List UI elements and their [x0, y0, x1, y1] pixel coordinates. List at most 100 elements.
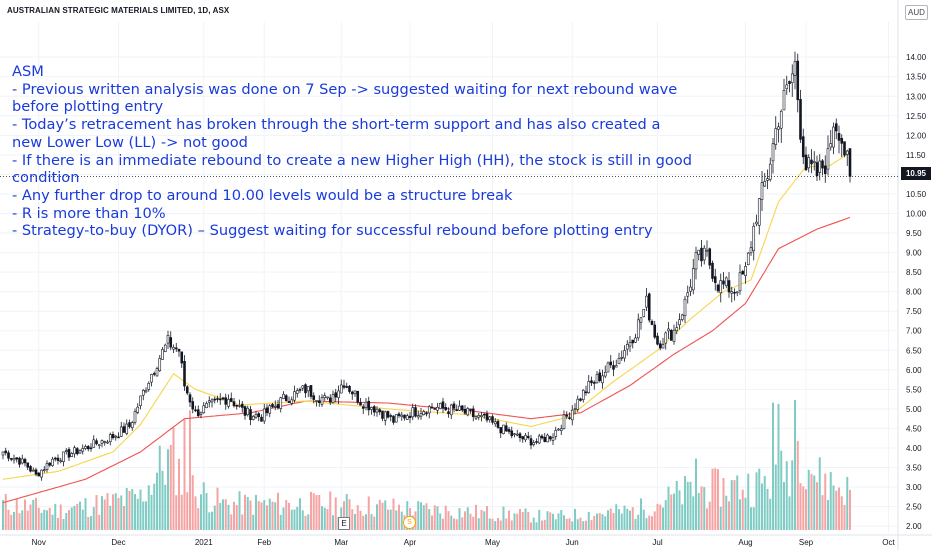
volume-bar: [651, 516, 653, 530]
candle-body: [359, 402, 362, 406]
candle-body: [460, 405, 464, 411]
candle-body: [279, 397, 283, 409]
volume-bar: [706, 508, 708, 530]
candle-body: [669, 330, 673, 341]
candle-body: [755, 221, 758, 225]
candle-body: [139, 395, 142, 406]
volume-bar: [516, 513, 519, 530]
volume-bar: [568, 518, 571, 530]
candle-body: [70, 453, 74, 457]
volume-bar: [167, 449, 169, 530]
volume-bar: [246, 496, 249, 530]
candle-body: [598, 372, 602, 382]
volume-bar: [431, 515, 433, 530]
candle-body: [601, 375, 604, 384]
candle-body: [394, 414, 398, 423]
volume-bar: [631, 507, 634, 530]
candle-body: [790, 73, 794, 83]
volume-bar: [519, 509, 521, 530]
volume-bar: [200, 494, 202, 530]
volume-bar: [752, 507, 755, 530]
candle-body: [689, 286, 692, 292]
candle-body: [708, 248, 712, 266]
volume-bar: [46, 510, 48, 530]
volume-bar: [35, 497, 37, 530]
candle-body: [284, 395, 288, 402]
candle-body: [474, 416, 478, 419]
candle-body: [174, 347, 178, 350]
candle-body: [469, 408, 472, 411]
volume-bar: [541, 520, 543, 530]
volume-bar: [103, 499, 106, 530]
candle-body: [339, 384, 343, 394]
volume-bar: [268, 498, 271, 530]
volume-bar: [700, 486, 703, 530]
candle-body: [84, 446, 87, 449]
x-tick-label: Aug: [738, 538, 752, 547]
currency-badge[interactable]: AUD: [905, 5, 928, 20]
candle-body: [738, 272, 742, 292]
volume-bar: [224, 499, 227, 530]
volume-bar: [849, 489, 851, 530]
candle-body: [411, 407, 415, 418]
volume-bar: [373, 516, 376, 530]
candle-body: [620, 356, 624, 359]
candle-body: [334, 392, 338, 398]
candle-body: [595, 374, 599, 384]
volume-bar: [123, 505, 125, 530]
volume-bar: [37, 507, 40, 530]
candle-body: [777, 126, 780, 130]
candle-body: [23, 459, 27, 464]
volume-bar: [153, 483, 156, 530]
candle-body: [298, 389, 302, 391]
volume-bar: [216, 487, 219, 530]
candle-body: [609, 361, 613, 366]
candle-body: [117, 436, 120, 439]
candle-body: [361, 406, 365, 409]
volume-bar: [777, 403, 780, 530]
candle-body: [807, 157, 811, 169]
volume-bar: [703, 487, 706, 530]
volume-bar: [464, 511, 466, 530]
volume-bar: [4, 493, 7, 530]
volume-bar: [244, 494, 246, 530]
candle-body: [67, 448, 71, 458]
candle-body: [438, 403, 442, 409]
volume-bar: [73, 505, 76, 530]
y-tick-label: 9.50: [906, 229, 922, 238]
candle-body: [537, 435, 541, 444]
volume-bar: [620, 513, 623, 530]
candle-body: [639, 317, 643, 323]
volume-bar: [554, 519, 557, 530]
candle-body: [628, 342, 632, 347]
volume-bar: [769, 498, 772, 530]
candle-body: [449, 404, 453, 416]
split-marker[interactable]: S: [403, 516, 416, 529]
candle-body: [205, 403, 208, 408]
volume-bar: [351, 509, 354, 530]
volume-bar: [219, 503, 222, 530]
candle-body: [513, 433, 516, 436]
volume-bar: [356, 505, 359, 530]
volume-bar: [829, 472, 832, 530]
volume-bar: [43, 509, 46, 530]
candle-body: [515, 433, 519, 436]
candle-body: [7, 452, 10, 459]
volume-bar: [158, 445, 161, 530]
volume-bar: [321, 506, 323, 530]
candle-body: [570, 409, 574, 421]
volume-bar: [169, 444, 172, 530]
earnings-marker[interactable]: E: [338, 517, 350, 530]
candle-body: [386, 411, 390, 418]
candle-body: [158, 358, 162, 371]
candle-body: [697, 249, 701, 255]
candle-body: [161, 349, 164, 360]
volume-bar: [634, 518, 637, 530]
volume-bar: [255, 494, 257, 530]
y-tick-label: 13.50: [906, 73, 927, 82]
volume-bar: [604, 516, 607, 530]
volume-bar: [420, 502, 422, 530]
candle-body: [147, 383, 151, 390]
candle-body: [587, 381, 591, 394]
